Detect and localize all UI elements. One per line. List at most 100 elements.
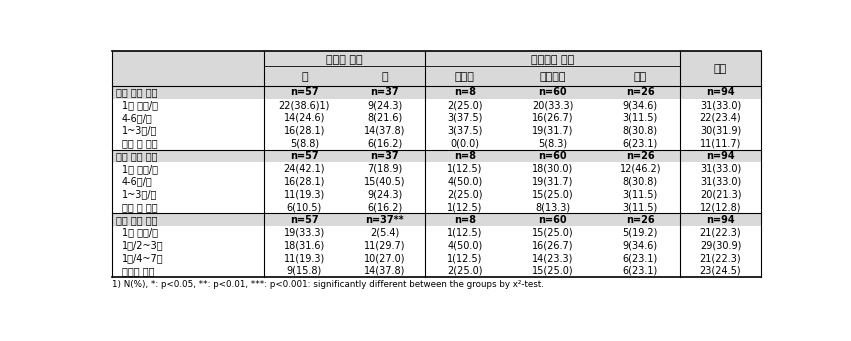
Text: n=37: n=37 [370,87,399,97]
Text: n=60: n=60 [539,87,567,97]
Text: 1(12.5): 1(12.5) [447,202,483,212]
Text: n=37: n=37 [370,151,399,161]
Bar [425,69,505,86]
Text: 8(30.8): 8(30.8) [623,177,658,187]
Text: 12(46.2): 12(46.2) [620,164,661,174]
Text: 16(28.1): 16(28.1) [283,177,325,187]
Bar [425,86,505,99]
Text: n=8: n=8 [454,151,476,161]
Bar [111,150,265,162]
Bar [345,86,425,99]
Bar [265,213,345,226]
Bar [505,150,600,162]
Text: 8(30.8): 8(30.8) [623,125,658,135]
Bar [425,51,505,69]
Text: 4-6회/주: 4-6회/주 [122,113,152,123]
Text: 6(16.2): 6(16.2) [367,138,403,148]
Bar [265,69,345,86]
Text: 24(42.1): 24(42.1) [283,164,325,174]
Text: 6(23.1): 6(23.1) [623,266,658,276]
Text: n=26: n=26 [626,151,654,161]
Text: 우유 섭취 횟수: 우유 섭취 횟수 [116,215,157,225]
Text: 정상체중: 정상체중 [540,72,566,82]
Text: 31(33.0): 31(33.0) [700,177,741,187]
Text: n=57: n=57 [290,215,319,225]
Text: 8(13.3): 8(13.3) [535,202,570,212]
Text: 29(30.9): 29(30.9) [700,240,741,250]
Text: 31(33.0): 31(33.0) [700,100,741,110]
Text: 11(11.7): 11(11.7) [700,138,741,148]
Text: 5(8.8): 5(8.8) [290,138,319,148]
Bar [600,213,681,226]
Text: n=8: n=8 [454,215,476,225]
Bar [345,51,425,69]
Text: 거의 안 먹음: 거의 안 먹음 [122,202,157,212]
Bar [681,86,761,99]
Text: 22(38.6)1): 22(38.6)1) [279,100,330,110]
Text: 마시지 않음: 마시지 않음 [122,266,154,276]
Text: 2(25.0): 2(25.0) [447,100,483,110]
Text: n=37**: n=37** [365,215,404,225]
Text: 1(12.5): 1(12.5) [447,253,483,263]
Text: 비만: 비만 [634,72,647,82]
Text: 10(27.0): 10(27.0) [364,253,405,263]
Text: 9(15.8): 9(15.8) [287,266,322,276]
Bar [681,150,761,162]
Text: n=60: n=60 [539,151,567,161]
Text: 18(31.6): 18(31.6) [284,240,325,250]
Text: 3(37.5): 3(37.5) [447,113,483,123]
Text: 성별에 따라: 성별에 따라 [326,55,363,65]
Text: 1컵 이상/일: 1컵 이상/일 [122,227,157,238]
Bar [600,150,681,162]
Bar [505,51,600,69]
Bar [505,86,600,99]
Text: 3(37.5): 3(37.5) [447,125,483,135]
Text: 4(50.0): 4(50.0) [447,240,483,250]
Text: 15(25.0): 15(25.0) [532,266,574,276]
Text: 19(33.3): 19(33.3) [284,227,325,238]
Text: 14(23.3): 14(23.3) [532,253,574,263]
Text: n=60: n=60 [539,215,567,225]
Text: 16(26.7): 16(26.7) [532,240,574,250]
Text: 1컵/4~7일: 1컵/4~7일 [122,253,163,263]
Text: 21(22.3): 21(22.3) [700,227,741,238]
Text: 16(28.1): 16(28.1) [283,125,325,135]
Text: 5(8.3): 5(8.3) [538,138,567,148]
Text: 11(29.7): 11(29.7) [364,240,405,250]
Text: 7(18.9): 7(18.9) [367,164,403,174]
Text: 6(23.1): 6(23.1) [623,138,658,148]
Text: 6(10.5): 6(10.5) [287,202,322,212]
Bar [505,213,600,226]
Text: 3(11.5): 3(11.5) [623,113,658,123]
Text: 20(33.3): 20(33.3) [532,100,574,110]
Text: 15(25.0): 15(25.0) [532,227,574,238]
Text: 1) N(%), *: p<0.05, **: p<0.01, ***: p<0.001: significantly different between th: 1) N(%), *: p<0.05, **: p<0.01, ***: p<0… [111,280,544,290]
Bar [600,51,681,69]
Text: 15(25.0): 15(25.0) [532,189,574,199]
Text: 2(25.0): 2(25.0) [447,266,483,276]
Text: 22(23.4): 22(23.4) [700,113,741,123]
Text: 9(24.3): 9(24.3) [367,189,403,199]
Text: 1(12.5): 1(12.5) [447,227,483,238]
Text: 21(22.3): 21(22.3) [700,253,741,263]
Text: 8(21.6): 8(21.6) [367,113,403,123]
Text: 14(37.8): 14(37.8) [364,125,405,135]
Text: 9(24.3): 9(24.3) [367,100,403,110]
Text: 31(33.0): 31(33.0) [700,164,741,174]
Text: n=94: n=94 [706,151,735,161]
Text: 1(12.5): 1(12.5) [447,164,483,174]
Bar [111,86,265,99]
Text: 18(30.0): 18(30.0) [532,164,574,174]
Bar [681,69,761,86]
Text: 1회 이상/일: 1회 이상/일 [122,100,157,110]
Text: n=26: n=26 [626,87,654,97]
Bar [265,51,345,69]
Text: n=8: n=8 [454,87,476,97]
Text: 여: 여 [381,72,388,82]
Text: 4-6회/주: 4-6회/주 [122,177,152,187]
Bar [425,150,505,162]
Text: 거의 안 먹음: 거의 안 먹음 [122,138,157,148]
Text: 14(37.8): 14(37.8) [364,266,405,276]
Text: 6(23.1): 6(23.1) [623,253,658,263]
Text: 15(40.5): 15(40.5) [364,177,405,187]
